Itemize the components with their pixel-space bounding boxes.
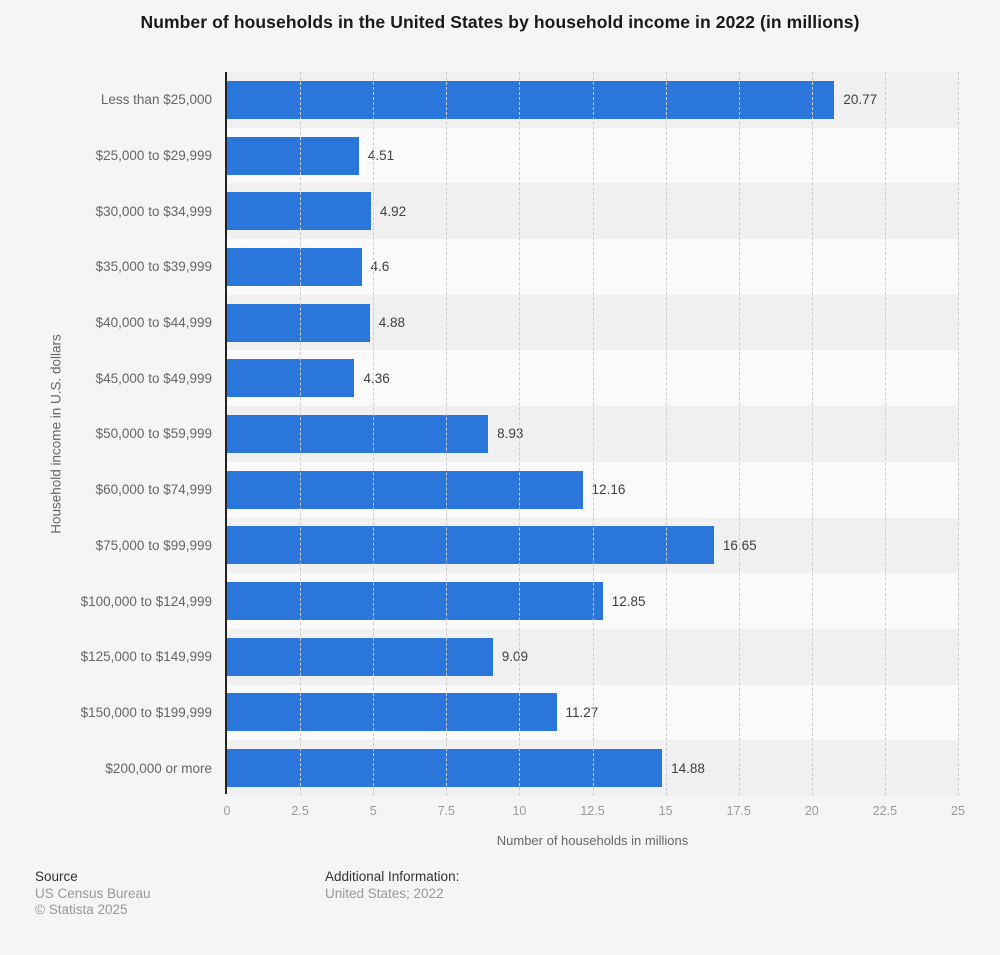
bar-value-label: 16.65 (722, 537, 757, 553)
x-tick-label: 22.5 (872, 804, 898, 818)
x-axis-title: Number of households in millions (496, 833, 689, 848)
source-label: Source (35, 869, 78, 884)
additional-information-label: Additional Information: (325, 869, 460, 884)
bar-value-label: 4.36 (363, 370, 390, 386)
category-label: $125,000 to $149,999 (80, 649, 212, 665)
category-label: $25,000 to $29,999 (95, 148, 212, 164)
x-tick-label: 2.5 (291, 804, 309, 818)
bar-value-label: 12.85 (611, 593, 646, 609)
bar-value-label: 4.92 (379, 203, 407, 219)
bar (227, 749, 663, 788)
category-label: $200,000 or more (105, 760, 212, 776)
bar-value-label: 12.16 (591, 482, 626, 498)
bar (227, 303, 370, 342)
x-tick-label: 5 (369, 804, 377, 818)
category-label: $100,000 to $124,999 (80, 593, 212, 609)
x-tick-label: 15 (658, 804, 673, 818)
gridline (738, 72, 740, 796)
category-label: $45,000 to $49,999 (95, 370, 212, 386)
gridline (446, 72, 448, 796)
category-label: $60,000 to $74,999 (95, 482, 212, 498)
bar-value-label: 8.93 (497, 426, 524, 442)
bar-value-label: 11.27 (565, 704, 599, 720)
category-label: $30,000 to $34,999 (95, 203, 212, 219)
x-tick-label: 7.5 (437, 804, 455, 818)
category-label: $40,000 to $44,999 (95, 315, 212, 331)
y-axis-line (225, 72, 227, 794)
gridline (592, 72, 594, 796)
bar (227, 192, 371, 231)
category-label: $150,000 to $199,999 (80, 704, 212, 720)
category-label: $50,000 to $59,999 (95, 426, 212, 442)
source-line-2: © Statista 2025 (35, 902, 128, 917)
bar-value-label: 9.09 (501, 649, 529, 665)
bar (227, 693, 557, 732)
bar (227, 637, 493, 676)
x-tick-label: 0 (223, 804, 231, 818)
gridline (519, 72, 521, 796)
bar-value-label: 14.88 (671, 760, 705, 776)
plot-area: 20.77 4.51 4.92 4.6 4.88 4.36 8.93 12.16 16.65 12… (227, 72, 959, 796)
x-tick-label: 20 (804, 804, 819, 818)
gridline (884, 72, 886, 796)
bar (227, 80, 835, 119)
category-label: $35,000 to $39,999 (95, 259, 212, 275)
category-axis-labels: Less than $25,000 $25,000 to $29,999 $30,0… (0, 72, 212, 796)
bar (227, 359, 355, 398)
bar-value-label: 4.6 (370, 259, 390, 275)
category-label: Less than $25,000 (100, 92, 212, 108)
bar-value-label: 4.88 (378, 315, 405, 331)
chart-title: Number of households in the United State… (140, 12, 860, 32)
bar-value-label: 4.51 (367, 148, 395, 164)
gridline (373, 72, 375, 796)
x-axis-ticks: 0 2.5 5 7.5 10 12.5 15 17.5 20 22.5 25 (223, 804, 965, 820)
gridline (665, 72, 667, 796)
source-line-1: US Census Bureau (35, 885, 151, 901)
gridline (300, 72, 302, 796)
x-tick-label: 25 (951, 804, 965, 818)
category-label: $75,000 to $99,999 (95, 537, 212, 553)
bar (227, 526, 714, 565)
y-axis-title: Household income in U.S. dollars (48, 334, 64, 534)
bar (227, 582, 603, 621)
bar-value-label: 20.77 (843, 92, 878, 108)
bar (227, 414, 489, 453)
gridline (958, 72, 959, 796)
bar (227, 247, 362, 286)
footer-additional-block: Additional Information: United States; 2… (325, 869, 459, 902)
x-tick-label: 10 (512, 804, 527, 818)
x-tick-label: 17.5 (726, 804, 751, 818)
bar (227, 470, 583, 509)
gridline (811, 72, 813, 796)
footer-source-block: Source US Census Bureau © Statista 2025 (35, 869, 151, 919)
additional-information-line: United States; 2022 (325, 885, 444, 901)
x-tick-label: 12.5 (580, 804, 605, 818)
bar (227, 136, 359, 175)
